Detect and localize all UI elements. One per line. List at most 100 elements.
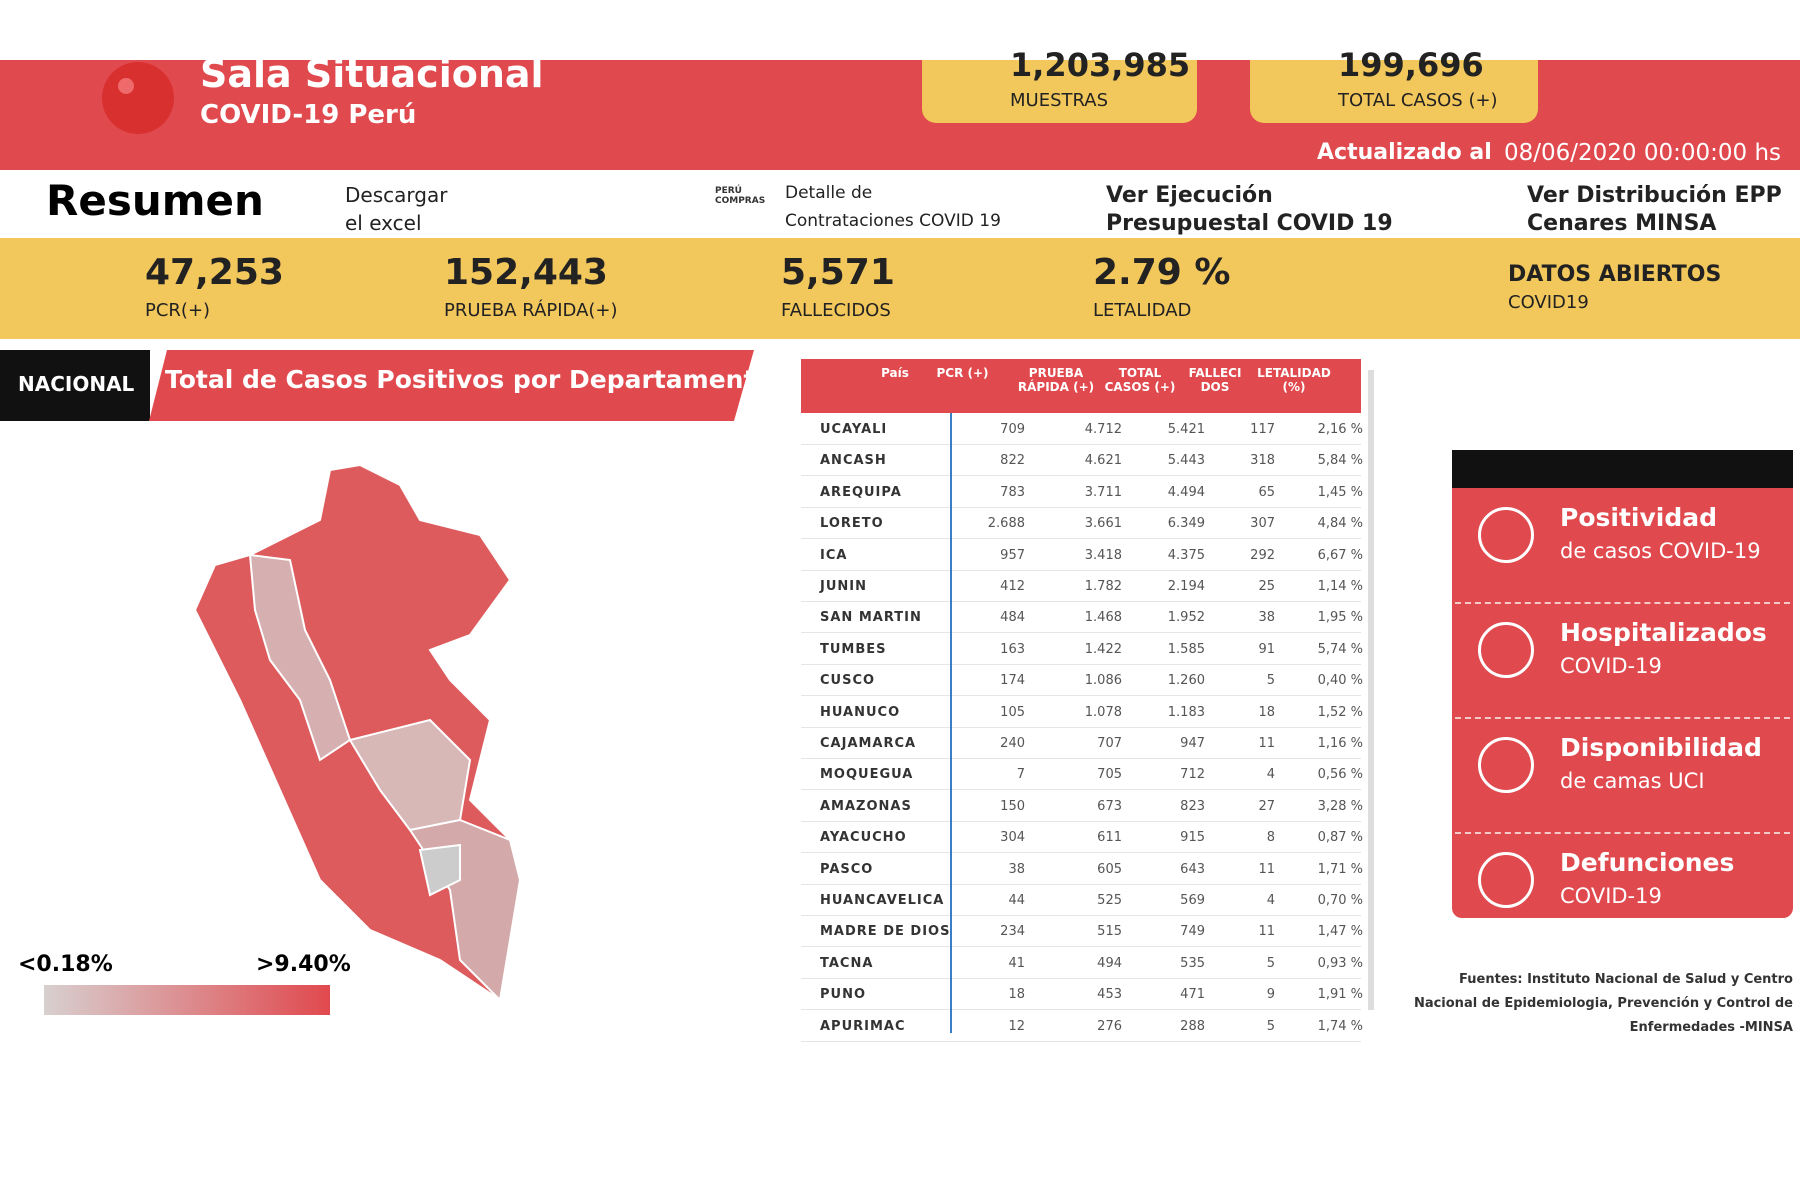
table-cell: ANCASH: [820, 453, 887, 469]
nav-link: Ver Distribución EPP: [1527, 183, 1782, 208]
table-cell: 1.078: [1084, 704, 1122, 720]
table-cell: 4.712: [1084, 422, 1122, 437]
table-cell: 1,91 %: [1317, 987, 1363, 1003]
table-cell: 1.952: [1167, 610, 1205, 626]
table-cell: 5.421: [1167, 422, 1205, 437]
nav-link: el excel: [345, 211, 422, 235]
table-cell: 38: [1258, 610, 1275, 626]
table-cell: JUNIN: [820, 579, 867, 594]
table-cell: 292: [1250, 547, 1275, 563]
table-cell: 4: [1266, 767, 1275, 783]
table-cell: CUSCO: [820, 673, 876, 689]
table-cell: 1,47 %: [1317, 924, 1363, 940]
nav-title: Resumen: [46, 176, 264, 225]
kpi-label: TOTAL CASOS (+): [1338, 90, 1498, 111]
table-cell: 3,28 %: [1317, 798, 1363, 814]
table-cell: 11: [1258, 924, 1275, 940]
table-cell: 4.494: [1167, 484, 1205, 500]
table-cell: 1,95 %: [1317, 610, 1363, 626]
table-cell: 712: [1180, 767, 1205, 783]
legend-max: >9.40%: [256, 952, 351, 977]
table-cell: UCAYALI: [820, 422, 888, 437]
table-cell: 0,93 %: [1317, 955, 1363, 971]
table-cell: 4.621: [1084, 453, 1122, 469]
legend-min: <0.18%: [18, 952, 113, 977]
table-cell: 318: [1250, 453, 1275, 469]
card-divider: [1455, 602, 1790, 604]
nav-link: Detalle de: [785, 183, 873, 203]
stat-label: COVID19: [1508, 292, 1589, 313]
card-divider: [1455, 717, 1790, 719]
stat-label: PRUEBA RÁPIDA(+): [444, 300, 618, 321]
table-cell: 5.443: [1167, 453, 1205, 469]
card-subtitle: de camas UCI: [1560, 769, 1705, 793]
map: [193, 463, 522, 1003]
table-header-cell: LETALIDAD (%): [1257, 366, 1331, 394]
table-cell: TACNA: [820, 955, 874, 971]
table-cell: 276: [1097, 1018, 1122, 1034]
row-line: [801, 820, 1361, 822]
nav-link: Contrataciones COVID 19: [785, 211, 1001, 231]
row-line: [801, 444, 1361, 445]
row-line: [801, 758, 1361, 759]
table-cell: 174: [1000, 673, 1025, 689]
table-cell: 823: [1180, 798, 1205, 814]
kpi-box: [922, 60, 1197, 123]
table-cell: 1.585: [1167, 641, 1205, 657]
row-line: [801, 601, 1361, 602]
table-cell: 2.194: [1167, 579, 1205, 594]
stat-label: PCR(+): [145, 300, 211, 321]
table-cell: MADRE DE DIOS: [820, 924, 951, 940]
card-icon: [1478, 737, 1534, 793]
table-cell: 947: [1180, 736, 1205, 751]
card-icon: [1478, 507, 1534, 563]
table-cell: 1.183: [1167, 704, 1205, 720]
table-cell: 25: [1258, 579, 1275, 594]
table-cell: 240: [1000, 736, 1025, 751]
row-line: [801, 1040, 1361, 1042]
table-cell: 5: [1266, 673, 1275, 689]
table-cell: 749: [1180, 924, 1205, 940]
legend-bar: [44, 985, 330, 1015]
table-cell: 525: [1097, 893, 1122, 908]
table-cell: 5: [1266, 1018, 1275, 1034]
table-cell: 8: [1266, 830, 1275, 846]
kpi-box: [1250, 60, 1538, 123]
table-cell: 705: [1097, 767, 1122, 783]
table-cell: 1,52 %: [1317, 704, 1363, 720]
table-cell: 1,71 %: [1317, 861, 1363, 877]
stats-band: [0, 238, 1800, 339]
map-ribbon: [149, 350, 754, 421]
table-cell: 44: [1008, 893, 1025, 908]
row-line: [801, 632, 1361, 634]
table-cell: 11: [1258, 736, 1275, 751]
card-icon: [1478, 622, 1534, 678]
table-cell: 105: [1000, 704, 1025, 720]
scrollbar[interactable]: [1368, 370, 1374, 1010]
row-line: [801, 789, 1361, 791]
table-cell: 822: [1000, 453, 1025, 469]
card-title: Positividad: [1560, 503, 1717, 532]
card-title: Hospitalizados: [1560, 618, 1767, 647]
table-cell: HUANCAVELICA: [820, 893, 945, 908]
table-cell: 412: [1000, 579, 1025, 594]
table-cell: 1,14 %: [1317, 579, 1363, 594]
table-cell: 5,84 %: [1317, 453, 1363, 469]
table-cell: 18: [1008, 987, 1025, 1003]
table-cell: 569: [1180, 893, 1205, 908]
nav-link: Descargar: [345, 183, 448, 207]
title: Sala Situacional: [200, 52, 544, 96]
table-cell: 709: [1000, 422, 1025, 437]
table-cell: 1,45 %: [1317, 484, 1363, 500]
table-cell: 288: [1180, 1018, 1205, 1034]
nav-link: Ver Ejecución: [1106, 183, 1273, 208]
table-cell: SAN MARTIN: [820, 610, 922, 626]
stat-value: 5,571: [781, 252, 895, 293]
table-cell: ICA: [820, 547, 848, 563]
card-icon: [1478, 852, 1534, 908]
table-cell: 150: [1000, 798, 1025, 814]
table-cell: 5,74 %: [1317, 641, 1363, 657]
table-cell: APURIMAC: [820, 1018, 906, 1034]
table-cell: 1,16 %: [1317, 736, 1363, 751]
table-cell: 1.468: [1084, 610, 1122, 626]
